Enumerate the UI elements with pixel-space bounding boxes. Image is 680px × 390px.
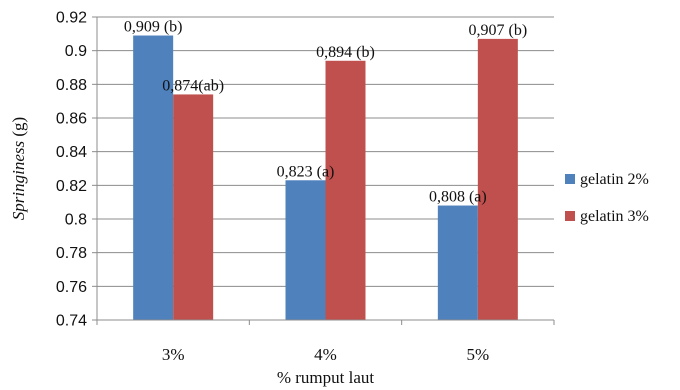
data-label: 0,894 (b)	[316, 44, 375, 61]
legend-swatch	[565, 174, 575, 184]
bar-gelatin-2-2	[437, 205, 478, 320]
y-tick-labels: 0.74 0.76 0.78 0.8 0.82 0.84 0.86 0.88 0.9 0.92	[56, 10, 97, 330]
bar-gelatin-3-2	[477, 38, 518, 321]
data-label: 0,808 (a)	[429, 189, 487, 206]
y-tick-label: 0.78	[56, 245, 87, 262]
legend-label: gelatin 2%	[580, 171, 649, 188]
y-axis-title: Springiness (g)	[9, 117, 28, 220]
axes	[96, 17, 554, 321]
y-tick-label: 0.86	[56, 111, 87, 128]
bar-gelatin-3-0	[173, 94, 214, 320]
y-tick-label: 0.82	[56, 178, 87, 195]
y-tick-label: 0.74	[56, 313, 87, 330]
x-tick-labels: 3% 4% 5%	[96, 320, 555, 364]
bar-gelatin-2-0	[133, 35, 174, 321]
data-labels: 0,909 (b) 0,874(ab) 0,823 (a) 0,894 (b) 0,80…	[124, 19, 527, 206]
x-axis-title: % rumput laut	[277, 368, 375, 387]
x-tick-label: 5%	[466, 345, 489, 364]
y-axis-title-main: Springiness	[9, 140, 28, 220]
bars	[133, 35, 518, 321]
y-tick-label: 0.84	[56, 144, 87, 161]
legend-swatch	[565, 211, 575, 221]
bar-gelatin-3-1	[325, 60, 366, 321]
x-tick-label: 4%	[314, 345, 337, 364]
legend-label: gelatin 3%	[580, 208, 649, 225]
y-tick-label: 0.88	[56, 77, 87, 94]
y-tick-label: 0.8	[65, 212, 87, 229]
x-tick-label: 3%	[162, 345, 185, 364]
y-tick-label: 0.92	[56, 10, 87, 27]
data-label: 0,907 (b)	[469, 22, 528, 39]
data-label: 0,823 (a)	[277, 163, 335, 180]
data-label: 0,874(ab)	[162, 77, 224, 94]
data-label: 0,909 (b)	[124, 19, 183, 36]
bar-gelatin-2-1	[285, 180, 326, 320]
y-axis-title-unit: (g)	[9, 117, 28, 141]
y-tick-label: 0.9	[65, 43, 87, 60]
legend: gelatin 2% gelatin 3%	[565, 171, 649, 225]
y-tick-label: 0.76	[56, 279, 87, 296]
